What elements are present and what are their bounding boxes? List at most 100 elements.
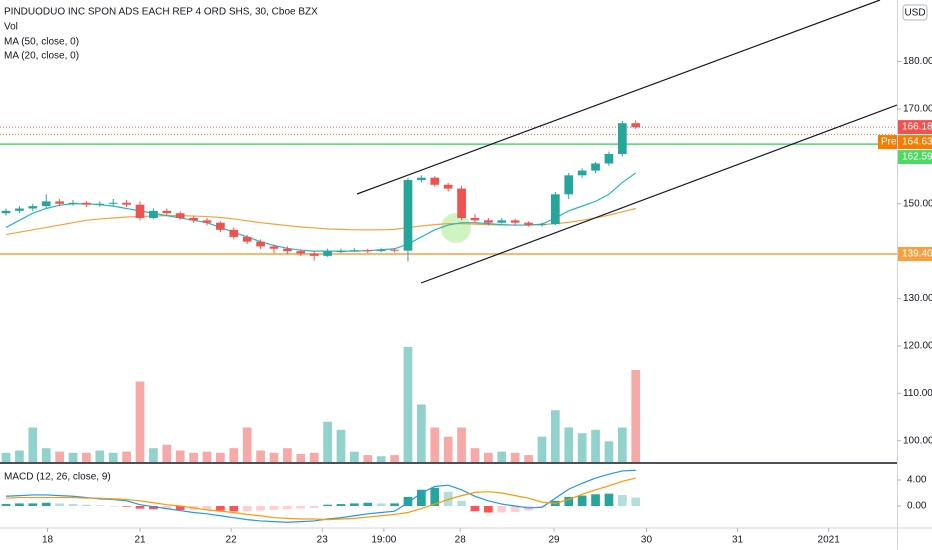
y-tick-label: 120.00 bbox=[903, 341, 932, 352]
volume-bar bbox=[108, 452, 118, 462]
volume-bar bbox=[510, 452, 520, 462]
volume-bar bbox=[269, 452, 279, 462]
volume-bar bbox=[229, 448, 239, 462]
candle-body bbox=[631, 123, 641, 128]
volume-bar bbox=[631, 370, 641, 462]
price-label: 166.18 bbox=[902, 122, 932, 133]
candle-body bbox=[269, 246, 279, 249]
x-tick-label: 19:00 bbox=[371, 535, 396, 546]
macd-histogram-bar bbox=[108, 506, 118, 507]
macd-histogram-bar bbox=[417, 489, 426, 507]
macd-histogram-bar bbox=[242, 506, 252, 512]
macd-histogram-bar bbox=[269, 506, 279, 510]
chart-title: PINDUODUO INC SPON ADS EACH REP 4 ORD SH… bbox=[4, 7, 318, 18]
macd-histogram-bar bbox=[443, 491, 453, 507]
volume-bar bbox=[564, 427, 574, 462]
volume-bar bbox=[484, 452, 493, 462]
y-tick-label: 170.00 bbox=[903, 104, 932, 115]
indicator-label[interactable]: MA (50, close, 0) bbox=[4, 37, 79, 48]
candle-body bbox=[82, 202, 91, 205]
volume-bar bbox=[95, 450, 105, 462]
candle-body bbox=[604, 154, 614, 164]
macd-histogram-bar bbox=[617, 494, 627, 507]
macd-histogram-bar bbox=[162, 506, 172, 510]
volume-bar bbox=[149, 448, 158, 462]
volume-bar bbox=[135, 381, 145, 462]
price-label-box bbox=[898, 120, 932, 135]
macd-histogram-bar bbox=[296, 506, 306, 509]
volume-bar bbox=[524, 455, 533, 462]
macd-histogram-bar bbox=[149, 506, 158, 510]
macd-histogram-bar bbox=[229, 506, 239, 512]
volume-bar bbox=[256, 450, 265, 462]
macd-line bbox=[6, 477, 636, 521]
indicator-label[interactable]: Vol bbox=[4, 22, 18, 33]
macd-histogram-bar bbox=[497, 506, 507, 513]
trend-line-lower[interactable] bbox=[420, 104, 898, 284]
candle-body bbox=[443, 184, 453, 189]
macd-histogram-bar bbox=[403, 496, 413, 507]
volume-bar bbox=[55, 451, 64, 462]
y-tick-label: 180.00 bbox=[903, 56, 932, 67]
price-label-box bbox=[898, 135, 932, 150]
candle-body bbox=[108, 202, 118, 204]
volume-bar bbox=[41, 448, 51, 462]
macd-histogram-bar bbox=[376, 503, 386, 507]
candle-body bbox=[135, 204, 145, 218]
macd-histogram-bar bbox=[95, 505, 105, 507]
candle-body bbox=[403, 180, 413, 251]
macd-histogram-bar bbox=[135, 506, 145, 509]
candle-body bbox=[122, 202, 131, 205]
volume-bar bbox=[617, 427, 627, 462]
macd-histogram-bar bbox=[41, 502, 51, 507]
macd-histogram-bar bbox=[68, 504, 78, 507]
macd-histogram-bar bbox=[457, 500, 466, 507]
candle-body bbox=[41, 201, 51, 207]
macd-histogram-bar bbox=[336, 504, 346, 507]
macd-title[interactable]: MACD (12, 26, close, 9) bbox=[4, 472, 111, 483]
candle-body bbox=[591, 163, 600, 171]
volume-bar bbox=[591, 429, 600, 462]
volume-bar bbox=[417, 404, 426, 462]
candle-body bbox=[28, 206, 38, 209]
macd-histogram-bar bbox=[283, 506, 292, 510]
volume-bar bbox=[309, 452, 319, 462]
macd-histogram-bar bbox=[309, 506, 319, 508]
volume-bar bbox=[162, 444, 172, 462]
x-tick-label: 28 bbox=[455, 535, 467, 546]
x-tick-label: 30 bbox=[641, 535, 653, 546]
highlight-marker bbox=[441, 213, 471, 243]
currency-box[interactable] bbox=[902, 4, 928, 21]
price-label-box bbox=[898, 246, 932, 261]
volume-bar bbox=[604, 441, 614, 462]
x-tick-label: 18 bbox=[42, 535, 54, 546]
y-tick-label: 0.00 bbox=[907, 501, 927, 512]
candle-body bbox=[350, 250, 359, 252]
indicator-label[interactable]: MA (20, close, 0) bbox=[4, 51, 79, 62]
x-tick-label: 23 bbox=[317, 535, 329, 546]
candle-body bbox=[242, 236, 252, 242]
candle-body bbox=[323, 251, 332, 256]
candle-body bbox=[457, 188, 466, 218]
volume-bar bbox=[537, 436, 547, 462]
volume-bar bbox=[189, 452, 198, 462]
candle-body bbox=[216, 222, 225, 230]
macd-histogram-bar bbox=[604, 493, 614, 507]
volume-bar bbox=[296, 453, 306, 462]
macd-histogram-bar bbox=[216, 506, 225, 511]
volume-bar bbox=[457, 427, 466, 462]
macd-histogram-bar bbox=[577, 495, 587, 507]
candle-body bbox=[95, 203, 105, 205]
macd-histogram-bar bbox=[363, 502, 373, 507]
volume-bar bbox=[497, 451, 507, 462]
macd-histogram-bar bbox=[1, 504, 11, 507]
price-label-prefix: Pre bbox=[881, 137, 897, 148]
candle-body bbox=[524, 222, 533, 226]
macd-histogram-bar bbox=[430, 487, 440, 507]
macd-histogram-bar bbox=[390, 503, 399, 507]
trend-line-upper[interactable] bbox=[356, 0, 881, 195]
volume-bar bbox=[350, 451, 359, 462]
volume-bar bbox=[68, 452, 78, 462]
volume-bar bbox=[242, 427, 252, 462]
